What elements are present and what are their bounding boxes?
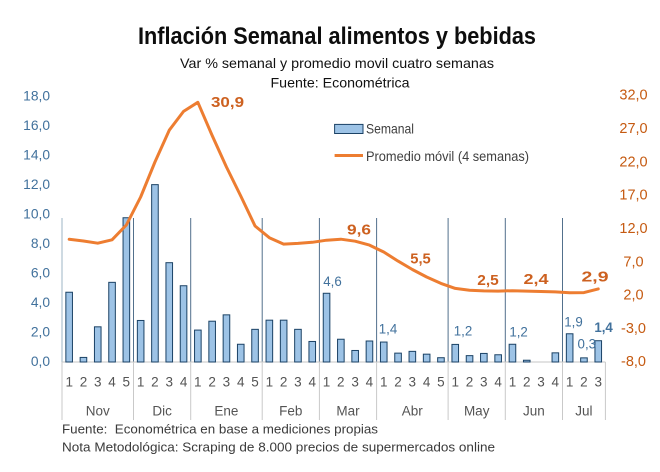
svg-text:3: 3 (165, 375, 173, 390)
svg-text:Feb: Feb (279, 403, 302, 418)
svg-text:4: 4 (180, 375, 188, 390)
svg-text:4: 4 (366, 375, 374, 390)
svg-text:4: 4 (108, 375, 116, 390)
svg-text:Ene: Ene (214, 403, 238, 418)
svg-text:1,2: 1,2 (454, 324, 473, 339)
svg-text:4,6: 4,6 (323, 274, 342, 289)
svg-text:9,6: 9,6 (347, 222, 371, 239)
svg-text:Fuente: Econométrica en base: Fuente: Econométrica en base a medicione… (62, 422, 379, 437)
svg-text:2: 2 (151, 375, 159, 390)
svg-text:1: 1 (137, 375, 145, 390)
svg-text:4: 4 (237, 375, 245, 390)
svg-text:3: 3 (351, 375, 359, 390)
svg-text:2: 2 (523, 375, 531, 390)
svg-text:Inflación Semanal alimentos y: Inflación Semanal alimentos y bebidas (138, 23, 536, 50)
svg-text:5,5: 5,5 (410, 251, 431, 268)
svg-text:0,0: 0,0 (31, 354, 51, 369)
svg-text:1: 1 (451, 375, 459, 390)
svg-text:32,0: 32,0 (619, 88, 647, 104)
svg-text:2,0: 2,0 (623, 288, 643, 304)
svg-text:-8,0: -8,0 (621, 354, 646, 370)
svg-text:1,4: 1,4 (379, 322, 398, 337)
svg-text:2: 2 (394, 375, 402, 390)
svg-text:14,0: 14,0 (23, 147, 50, 162)
svg-text:4: 4 (423, 375, 431, 390)
svg-text:4,0: 4,0 (31, 295, 51, 310)
svg-text:3: 3 (223, 375, 231, 390)
svg-text:-3,0: -3,0 (621, 321, 646, 337)
svg-text:Abr: Abr (402, 403, 424, 418)
svg-text:5: 5 (251, 375, 259, 390)
svg-text:12,0: 12,0 (23, 177, 50, 192)
svg-text:2: 2 (337, 375, 345, 390)
svg-text:1,9: 1,9 (564, 314, 583, 329)
svg-text:Promedio móvil (4 semanas): Promedio móvil (4 semanas) (366, 149, 529, 164)
svg-text:1: 1 (65, 375, 73, 390)
svg-text:2: 2 (466, 375, 474, 390)
svg-text:1: 1 (266, 375, 274, 390)
svg-text:16,0: 16,0 (23, 118, 50, 133)
svg-text:Var % semanal y promedio movil: Var % semanal y promedio movil cuatro se… (180, 56, 494, 71)
svg-text:2: 2 (80, 375, 88, 390)
svg-text:Jul: Jul (575, 403, 592, 418)
svg-text:8,0: 8,0 (31, 236, 51, 251)
svg-text:2: 2 (208, 375, 216, 390)
svg-text:1,2: 1,2 (509, 325, 528, 340)
svg-text:3: 3 (94, 375, 102, 390)
svg-text:2,5: 2,5 (477, 272, 499, 289)
svg-text:Dic: Dic (152, 403, 172, 418)
svg-text:Semanal: Semanal (366, 121, 414, 136)
svg-text:3: 3 (294, 375, 302, 390)
svg-text:3: 3 (537, 375, 545, 390)
svg-text:2,0: 2,0 (31, 324, 51, 339)
svg-text:Nov: Nov (86, 403, 110, 418)
svg-text:Fuente: Econométrica: Fuente: Econométrica (271, 75, 410, 90)
svg-text:3: 3 (594, 375, 602, 390)
svg-text:10,0: 10,0 (23, 206, 50, 221)
svg-text:4: 4 (308, 375, 316, 390)
svg-text:27,0: 27,0 (619, 121, 647, 137)
svg-text:3: 3 (409, 375, 417, 390)
svg-text:1: 1 (194, 375, 202, 390)
svg-text:18,0: 18,0 (23, 88, 50, 103)
svg-text:4: 4 (494, 375, 502, 390)
svg-text:7,0: 7,0 (623, 254, 643, 270)
svg-text:0,3: 0,3 (578, 337, 597, 352)
svg-text:17,0: 17,0 (619, 188, 647, 204)
svg-text:Mar: Mar (336, 403, 360, 418)
svg-text:2: 2 (280, 375, 288, 390)
svg-text:22,0: 22,0 (619, 154, 647, 170)
svg-text:6,0: 6,0 (31, 265, 51, 280)
svg-text:1: 1 (566, 375, 574, 390)
svg-text:5: 5 (437, 375, 445, 390)
svg-text:2: 2 (580, 375, 588, 390)
svg-text:1: 1 (323, 375, 331, 390)
svg-text:2,9: 2,9 (582, 269, 609, 286)
svg-text:1,4: 1,4 (594, 320, 613, 335)
svg-text:2,4: 2,4 (524, 271, 550, 288)
svg-text:May: May (464, 403, 490, 418)
svg-text:Jun: Jun (523, 403, 545, 418)
svg-text:5: 5 (123, 375, 131, 390)
svg-text:1: 1 (380, 375, 388, 390)
svg-text:3: 3 (480, 375, 488, 390)
svg-text:30,9: 30,9 (211, 94, 244, 111)
svg-text:1: 1 (509, 375, 517, 390)
svg-text:4: 4 (552, 375, 560, 390)
svg-text:Nota Metodológica: Scraping de: Nota Metodológica: Scraping de 8.000 pre… (62, 440, 495, 455)
svg-text:12,0: 12,0 (619, 221, 647, 237)
